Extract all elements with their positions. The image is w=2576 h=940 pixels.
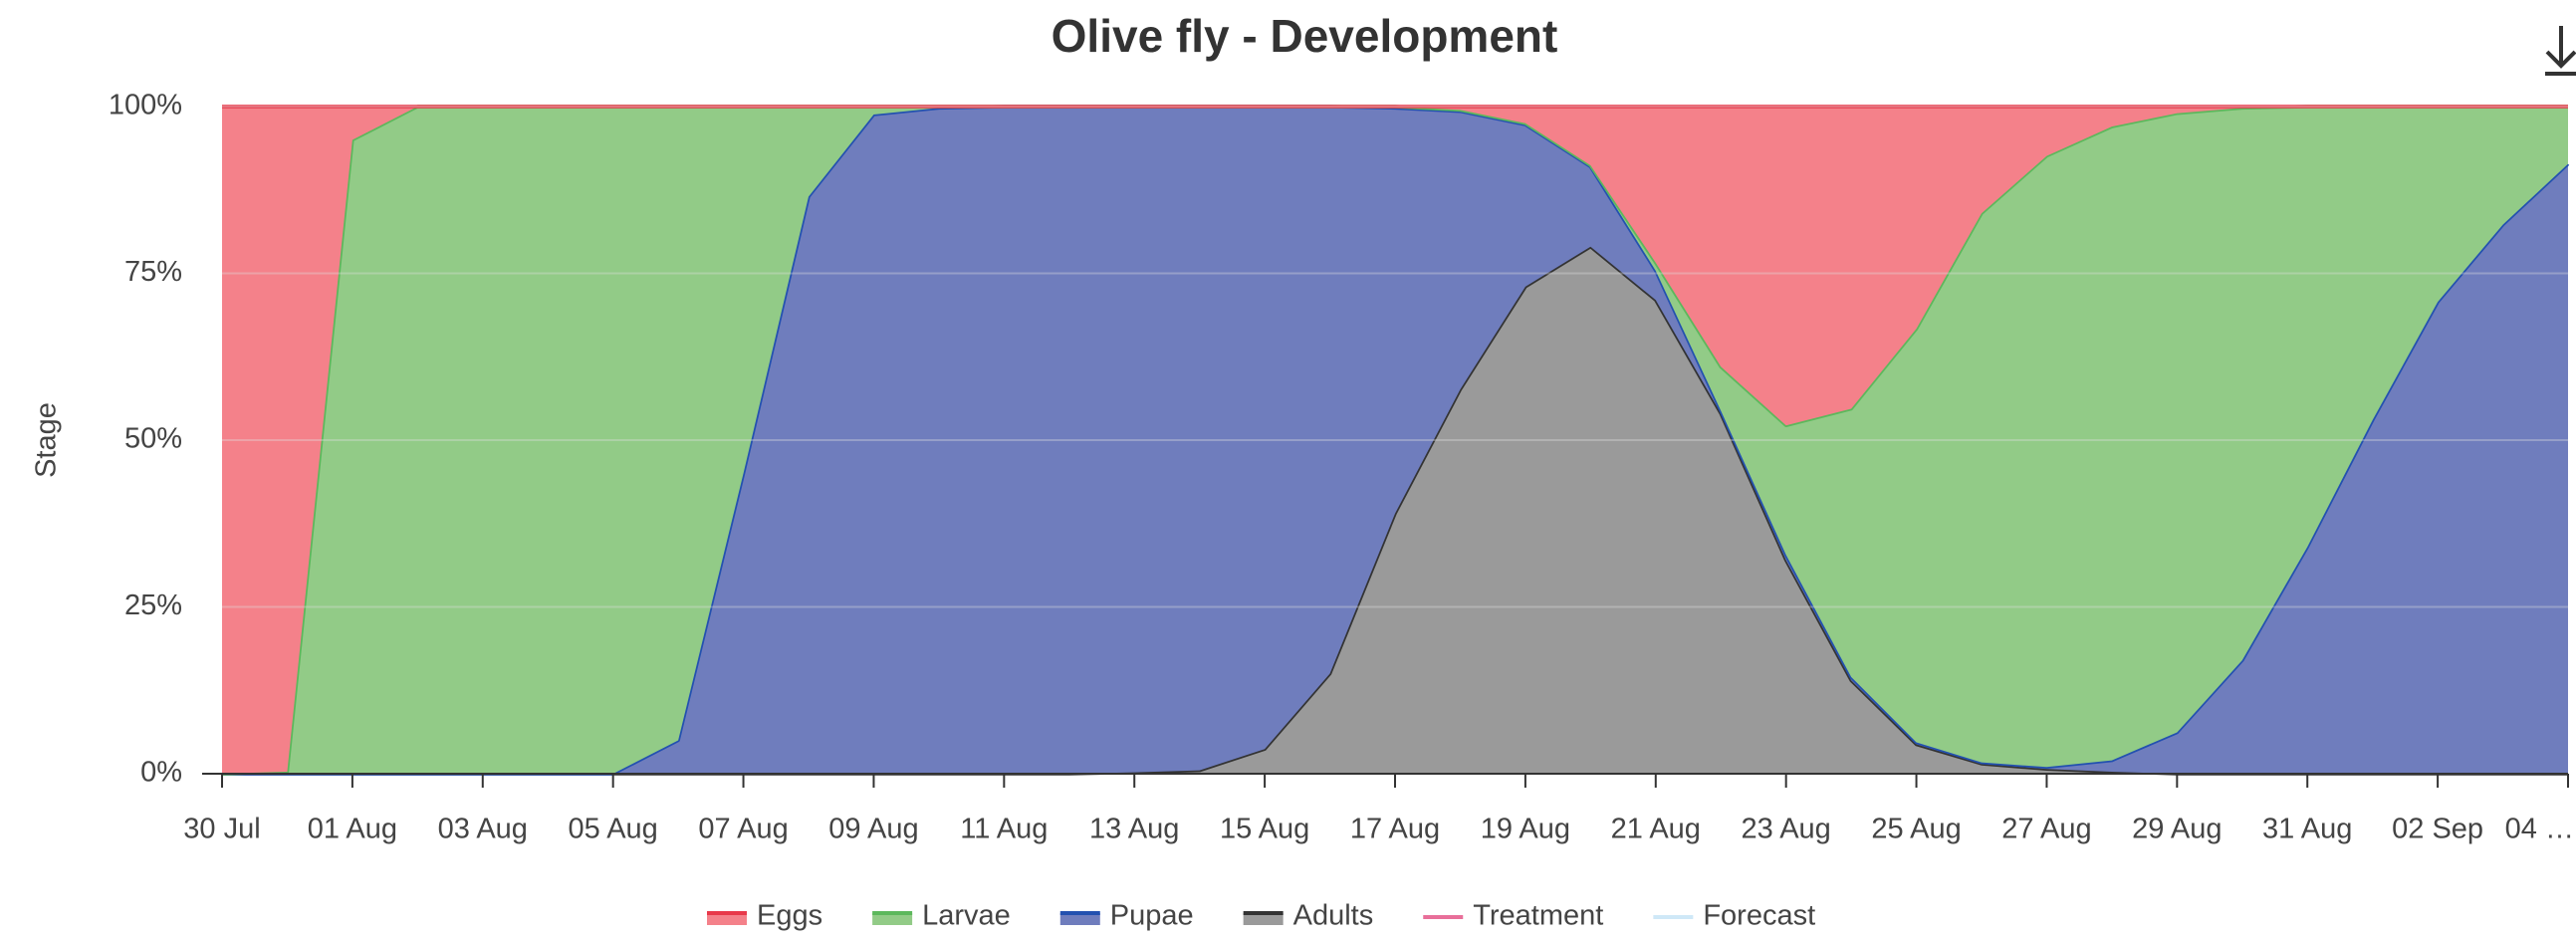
x-tick-label: 30 Jul — [183, 814, 260, 845]
legend-label: Adults — [1293, 900, 1374, 932]
y-tick-label: 100% — [109, 90, 182, 121]
legend-swatch — [1059, 913, 1100, 925]
x-tick-label: 11 Aug — [960, 814, 1048, 845]
y-axis-label: Stage — [31, 402, 63, 478]
x-tick-label: 01 Aug — [308, 814, 397, 845]
area — [222, 107, 2568, 774]
download-icon[interactable] — [2545, 26, 2576, 76]
x-tick-label: 07 Aug — [698, 814, 788, 845]
x-tick-label: 31 Aug — [2262, 814, 2352, 845]
x-tick-label: 25 Aug — [1871, 814, 1961, 845]
x-tick-label: 13 Aug — [1089, 814, 1179, 845]
legend-label: Larvae — [922, 900, 1011, 932]
legend-label: Eggs — [757, 900, 822, 932]
area — [222, 246, 2568, 774]
legend-swatch — [707, 913, 747, 925]
x-tick-label: 03 Aug — [438, 814, 528, 845]
y-tick-label: 0% — [140, 757, 182, 789]
area — [222, 107, 2568, 774]
y-tick-label: 50% — [124, 423, 182, 455]
x-tick-label: 05 Aug — [569, 814, 658, 845]
x-tick-label: 17 Aug — [1350, 814, 1440, 845]
x-tick-label: 04 … — [2505, 814, 2574, 845]
x-tick-label: 27 Aug — [2001, 814, 2091, 845]
legend-label: Treatment — [1473, 900, 1603, 932]
legend-label: Forecast — [1703, 900, 1815, 932]
chart-title: Olive fly - Development — [1052, 10, 1558, 62]
x-tick-label: 21 Aug — [1611, 814, 1701, 845]
legend-swatch — [1243, 913, 1284, 925]
x-tick-label: 15 Aug — [1220, 814, 1309, 845]
x-tick-label: 19 Aug — [1481, 814, 1570, 845]
x-tick-label: 23 Aug — [1742, 814, 1831, 845]
y-tick-label: 75% — [124, 256, 182, 288]
legend-label: Pupae — [1110, 900, 1194, 932]
x-tick-label: 29 Aug — [2132, 814, 2222, 845]
y-tick-label: 25% — [124, 589, 182, 621]
x-tick-label: 02 Sep — [2392, 814, 2483, 845]
legend-swatch — [872, 913, 913, 925]
x-tick-label: 09 Aug — [828, 814, 918, 845]
